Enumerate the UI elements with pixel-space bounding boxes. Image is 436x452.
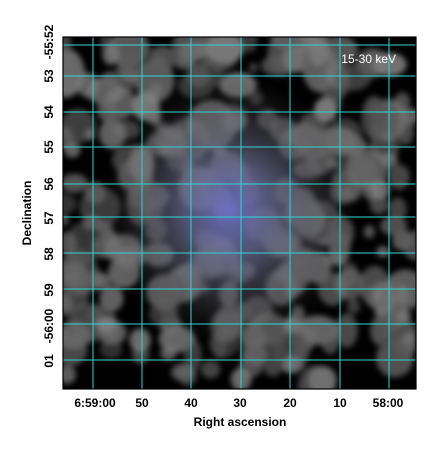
y-tick-label: -55:52 [42, 24, 56, 59]
y-tick-label: 59 [42, 283, 56, 297]
noise-blob [63, 52, 74, 68]
noise-blob [63, 365, 76, 384]
noise-blob [372, 52, 407, 77]
noise-blob [63, 321, 92, 350]
noise-blob [63, 141, 81, 158]
band-label: 15-30 keV [341, 52, 396, 66]
noise-blob [396, 115, 414, 146]
y-tick-label: 57 [42, 211, 56, 225]
noise-blob [148, 45, 176, 72]
noise-blob [309, 37, 328, 66]
noise-blob [85, 128, 95, 141]
noise-blob [347, 298, 361, 314]
noise-blob [160, 345, 177, 361]
y-tick-label: 58 [42, 247, 56, 261]
y-tick-labels: -55:52 53 54 55 56 57 58 59 -56:00 01 [42, 24, 56, 367]
noise-blob [392, 230, 414, 251]
noise-blob [395, 308, 411, 325]
diffuse-emission [100, 75, 360, 345]
noise-blob [346, 148, 389, 190]
noise-blob [361, 95, 387, 140]
noise-blob [372, 289, 383, 300]
noise-blob [335, 63, 372, 91]
y-tick-label: 56 [42, 177, 56, 191]
noise-blob [370, 315, 389, 346]
noise-blob [363, 225, 375, 239]
noise-blob [129, 328, 151, 352]
noise-blob [200, 360, 221, 379]
noise-blob [389, 164, 410, 190]
x-tick-label: 10 [333, 396, 347, 410]
noise-blob [395, 285, 410, 305]
noise-blob [321, 332, 339, 355]
noise-blob [97, 99, 116, 122]
noise-blob [282, 356, 302, 374]
noise-blob [375, 339, 414, 378]
coordinate-grid [63, 37, 416, 389]
noise-blob [82, 214, 102, 231]
noise-blob [117, 57, 141, 77]
noise-blob [171, 363, 195, 381]
noise-blob [376, 246, 390, 258]
x-tick-label: 50 [135, 396, 149, 410]
y-tick-label: 01 [42, 354, 56, 368]
noise-blob [335, 313, 358, 348]
noise-blob [63, 275, 90, 310]
noise-blob [248, 62, 259, 73]
noise-blob [204, 37, 244, 64]
noise-blob [63, 193, 77, 215]
x-tick-label: 20 [283, 396, 297, 410]
y-tick-label: 53 [42, 69, 56, 83]
x-axis-label: Right ascension [194, 415, 287, 429]
y-tick-label: 55 [42, 140, 56, 154]
noise-blob [63, 214, 70, 226]
noise-blob [374, 307, 385, 317]
noise-blob [388, 197, 407, 222]
y-axis-label: Declination [20, 181, 34, 246]
plot-frame [62, 36, 417, 390]
noise-blob [362, 184, 381, 201]
y-tick-label: 54 [42, 105, 56, 119]
noise-blob [308, 366, 337, 389]
noise-blob [63, 231, 77, 256]
x-tick-label: 58:00 [373, 396, 404, 410]
noise-blob [63, 173, 88, 193]
noise-blob [131, 344, 150, 365]
x-tick-labels: 6:59:00 50 40 30 20 10 58:00 [74, 396, 403, 410]
noise-blob [240, 37, 258, 53]
x-tick-label: 40 [184, 396, 198, 410]
y-tick-label: -56:00 [42, 308, 56, 343]
noise-blob [394, 92, 411, 113]
x-tick-label: 6:59:00 [74, 396, 116, 410]
noise-blob [99, 285, 124, 312]
x-tick-label: 30 [233, 396, 247, 410]
noise-blob [99, 339, 123, 360]
noise-blob [174, 56, 195, 70]
noise-blob [183, 338, 202, 372]
noise-blob [320, 37, 358, 65]
noise-blob [91, 273, 112, 289]
noise-blob [63, 75, 78, 95]
